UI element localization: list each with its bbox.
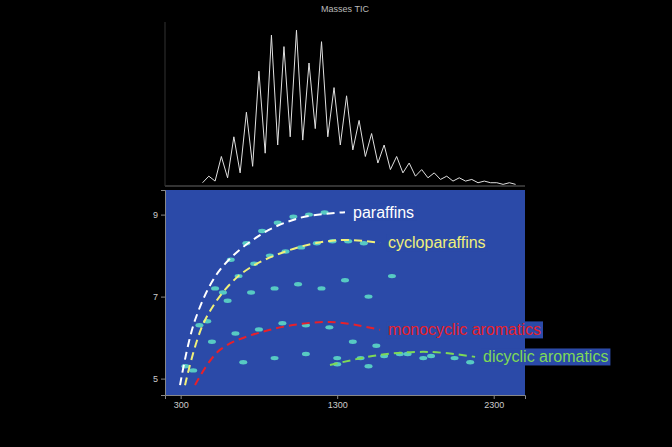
peak <box>211 286 219 290</box>
band-label: dicyclic aromatics <box>483 348 608 365</box>
peak <box>451 356 459 360</box>
peak <box>360 241 368 245</box>
peak <box>208 340 216 344</box>
band-curve <box>185 240 380 385</box>
tick-mark <box>494 395 495 399</box>
peak <box>195 323 203 327</box>
peak <box>271 356 279 360</box>
tick: 9 <box>153 210 165 220</box>
peak <box>219 290 227 294</box>
peak <box>289 214 297 218</box>
peak <box>278 321 286 325</box>
tick: 2300 <box>484 395 504 410</box>
peak <box>427 354 435 358</box>
plot-area <box>165 190 525 395</box>
peak <box>302 352 310 356</box>
peak <box>388 274 396 278</box>
tick-label: 9 <box>153 210 158 220</box>
peak <box>419 356 427 360</box>
chart-title: Masses TIC <box>321 4 369 14</box>
band-curve <box>330 352 475 365</box>
tick-mark <box>337 395 338 399</box>
peak <box>364 294 372 298</box>
tick-label: 2300 <box>484 400 504 410</box>
peak <box>325 325 333 329</box>
tic-x-axis-line <box>165 186 525 187</box>
tick-mark <box>161 297 165 298</box>
tic-plot <box>203 30 516 184</box>
label-background <box>386 321 543 338</box>
tick-label: 5 <box>153 374 158 384</box>
peak <box>466 360 474 364</box>
band-curve <box>195 322 380 385</box>
band-label: paraffins <box>353 204 414 221</box>
label-background <box>351 204 416 221</box>
band-curve <box>180 212 345 385</box>
tick: 7 <box>153 292 165 302</box>
band-label: cycloparaffins <box>388 234 486 251</box>
tick-label: 1300 <box>328 400 348 410</box>
tick-mark <box>161 379 165 380</box>
peak <box>333 356 341 360</box>
tick-mark <box>181 395 182 399</box>
peak <box>372 344 380 348</box>
tick: 5 <box>153 374 165 384</box>
peak <box>349 340 357 344</box>
peak <box>258 229 266 233</box>
label-background <box>481 348 610 365</box>
tick: 1300 <box>328 395 348 410</box>
annotation-labels: paraffins cycloparaffins monocyclic aromat… <box>351 204 610 366</box>
tic-y-axis-line <box>165 22 166 186</box>
peak <box>239 360 247 364</box>
tick-label: 7 <box>153 292 158 302</box>
label-background <box>386 234 488 251</box>
band-label: monocyclic aromatics <box>388 321 541 338</box>
y-axis: 5 7 9 <box>153 191 166 396</box>
tic-line <box>203 30 516 184</box>
peak <box>247 290 255 294</box>
peak <box>255 327 263 331</box>
axis-line <box>166 396 526 400</box>
peak <box>189 368 197 372</box>
chart: Masses TIC 300 1300 2300 5 7 9 paraffins cyclopa… <box>0 0 672 447</box>
tick-mark <box>161 215 165 216</box>
peak <box>271 286 279 290</box>
peak <box>231 331 239 335</box>
peak <box>341 278 349 282</box>
peak <box>318 286 326 290</box>
tick-label: 300 <box>174 400 189 410</box>
tick: 300 <box>174 395 189 410</box>
x-axis: 300 1300 2300 <box>166 395 526 410</box>
peak <box>224 299 232 303</box>
peak <box>364 364 372 368</box>
peak <box>294 282 302 286</box>
axis-line <box>161 191 166 396</box>
